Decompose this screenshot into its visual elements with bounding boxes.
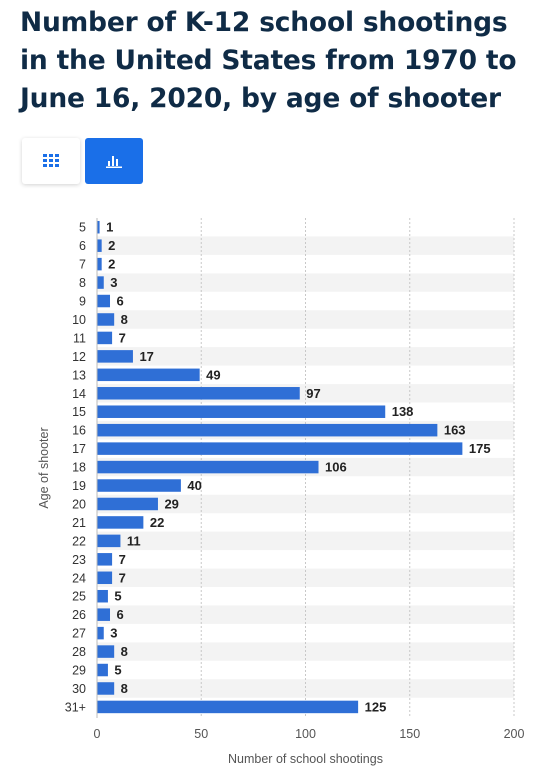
y-tick-label: 23 bbox=[72, 553, 86, 567]
data-label: 1 bbox=[106, 220, 113, 235]
bar-chart-icon bbox=[106, 156, 122, 168]
y-tick-label: 25 bbox=[72, 590, 86, 604]
y-axis-label: Age of shooter bbox=[37, 427, 51, 508]
chart-title: Number of K-12 school shootings in the U… bbox=[20, 7, 517, 114]
data-label: 5 bbox=[114, 589, 121, 604]
y-tick-label: 12 bbox=[72, 350, 86, 364]
bar[interactable] bbox=[97, 460, 319, 474]
data-label: 2 bbox=[108, 257, 115, 272]
y-tick-label: 5 bbox=[79, 221, 86, 235]
y-tick-label: 16 bbox=[72, 424, 86, 438]
y-tick-label: 10 bbox=[72, 313, 86, 327]
bar[interactable] bbox=[97, 553, 113, 566]
data-label: 8 bbox=[121, 681, 128, 696]
bar[interactable] bbox=[97, 516, 144, 529]
bar[interactable] bbox=[97, 423, 438, 437]
bar[interactable] bbox=[97, 534, 121, 548]
y-tick-label: 22 bbox=[72, 534, 86, 548]
y-tick-label: 8 bbox=[79, 276, 86, 290]
x-tick-label: 200 bbox=[504, 727, 525, 741]
bar[interactable] bbox=[97, 442, 463, 455]
y-tick-label: 14 bbox=[72, 387, 86, 401]
table-view-button[interactable] bbox=[22, 138, 80, 184]
bar[interactable] bbox=[97, 608, 111, 621]
data-label: 8 bbox=[121, 644, 128, 659]
data-label: 22 bbox=[150, 515, 164, 530]
data-label: 40 bbox=[187, 478, 201, 493]
bar[interactable] bbox=[97, 294, 111, 308]
data-label: 7 bbox=[119, 330, 126, 345]
data-label: 3 bbox=[110, 626, 117, 641]
data-label: 5 bbox=[114, 663, 121, 678]
bar[interactable] bbox=[97, 682, 115, 695]
bar[interactable] bbox=[97, 479, 181, 492]
x-tick-label: 50 bbox=[194, 727, 208, 741]
data-label: 163 bbox=[444, 423, 466, 438]
y-tick-label: 19 bbox=[72, 479, 86, 493]
y-tick-label: 27 bbox=[72, 627, 86, 641]
bar[interactable] bbox=[97, 700, 359, 714]
bar[interactable] bbox=[97, 313, 115, 326]
data-label: 2 bbox=[108, 238, 115, 253]
bar[interactable] bbox=[97, 368, 200, 382]
data-label: 175 bbox=[469, 441, 491, 456]
y-tick-label: 20 bbox=[72, 497, 86, 511]
data-label: 97 bbox=[306, 386, 320, 401]
y-tick-label: 13 bbox=[72, 368, 86, 382]
bar[interactable] bbox=[97, 626, 104, 640]
y-tick-label: 21 bbox=[72, 516, 86, 530]
bar[interactable] bbox=[97, 331, 113, 345]
x-tick-label: 0 bbox=[94, 727, 101, 741]
row-band bbox=[97, 531, 514, 551]
data-label: 29 bbox=[164, 496, 178, 511]
bar[interactable] bbox=[97, 387, 300, 400]
bar[interactable] bbox=[97, 663, 108, 677]
chart-view-button[interactable] bbox=[85, 138, 143, 184]
bar[interactable] bbox=[97, 220, 100, 234]
y-tick-label: 31+ bbox=[65, 700, 86, 714]
y-tick-label: 9 bbox=[79, 295, 86, 309]
y-tick-label: 26 bbox=[72, 608, 86, 622]
bar[interactable] bbox=[97, 497, 158, 511]
data-label: 6 bbox=[117, 294, 124, 309]
bar[interactable] bbox=[97, 239, 102, 252]
data-label: 138 bbox=[392, 404, 414, 419]
data-label: 8 bbox=[121, 312, 128, 327]
data-label: 11 bbox=[127, 533, 141, 548]
bar[interactable] bbox=[97, 350, 133, 363]
bar[interactable] bbox=[97, 276, 104, 289]
grid-icon bbox=[43, 154, 59, 167]
data-label: 49 bbox=[206, 367, 220, 382]
y-tick-label: 7 bbox=[79, 258, 86, 272]
y-tick-label: 18 bbox=[72, 461, 86, 475]
data-label: 125 bbox=[365, 699, 387, 714]
bar-chart: 5678910111213141516171819202122232425262… bbox=[37, 218, 525, 766]
bar[interactable] bbox=[97, 589, 108, 603]
x-axis-label: Number of school shootings bbox=[228, 752, 383, 766]
bar[interactable] bbox=[97, 571, 113, 585]
x-tick-label: 150 bbox=[399, 727, 420, 741]
y-tick-label: 30 bbox=[72, 682, 86, 696]
data-label: 3 bbox=[110, 275, 117, 290]
x-tick-label: 100 bbox=[295, 727, 316, 741]
y-tick-label: 17 bbox=[72, 442, 86, 456]
bar[interactable] bbox=[97, 645, 115, 658]
data-label: 7 bbox=[119, 552, 126, 567]
bar[interactable] bbox=[97, 405, 386, 418]
data-label: 106 bbox=[325, 460, 347, 475]
data-label: 17 bbox=[139, 349, 153, 364]
data-label: 7 bbox=[119, 570, 126, 585]
y-tick-label: 29 bbox=[72, 664, 86, 678]
y-tick-label: 28 bbox=[72, 645, 86, 659]
bar[interactable] bbox=[97, 257, 102, 271]
data-label: 6 bbox=[117, 607, 124, 622]
y-tick-label: 6 bbox=[79, 239, 86, 253]
y-tick-label: 24 bbox=[72, 571, 86, 585]
y-tick-label: 11 bbox=[73, 331, 86, 345]
y-tick-label: 15 bbox=[72, 405, 86, 419]
